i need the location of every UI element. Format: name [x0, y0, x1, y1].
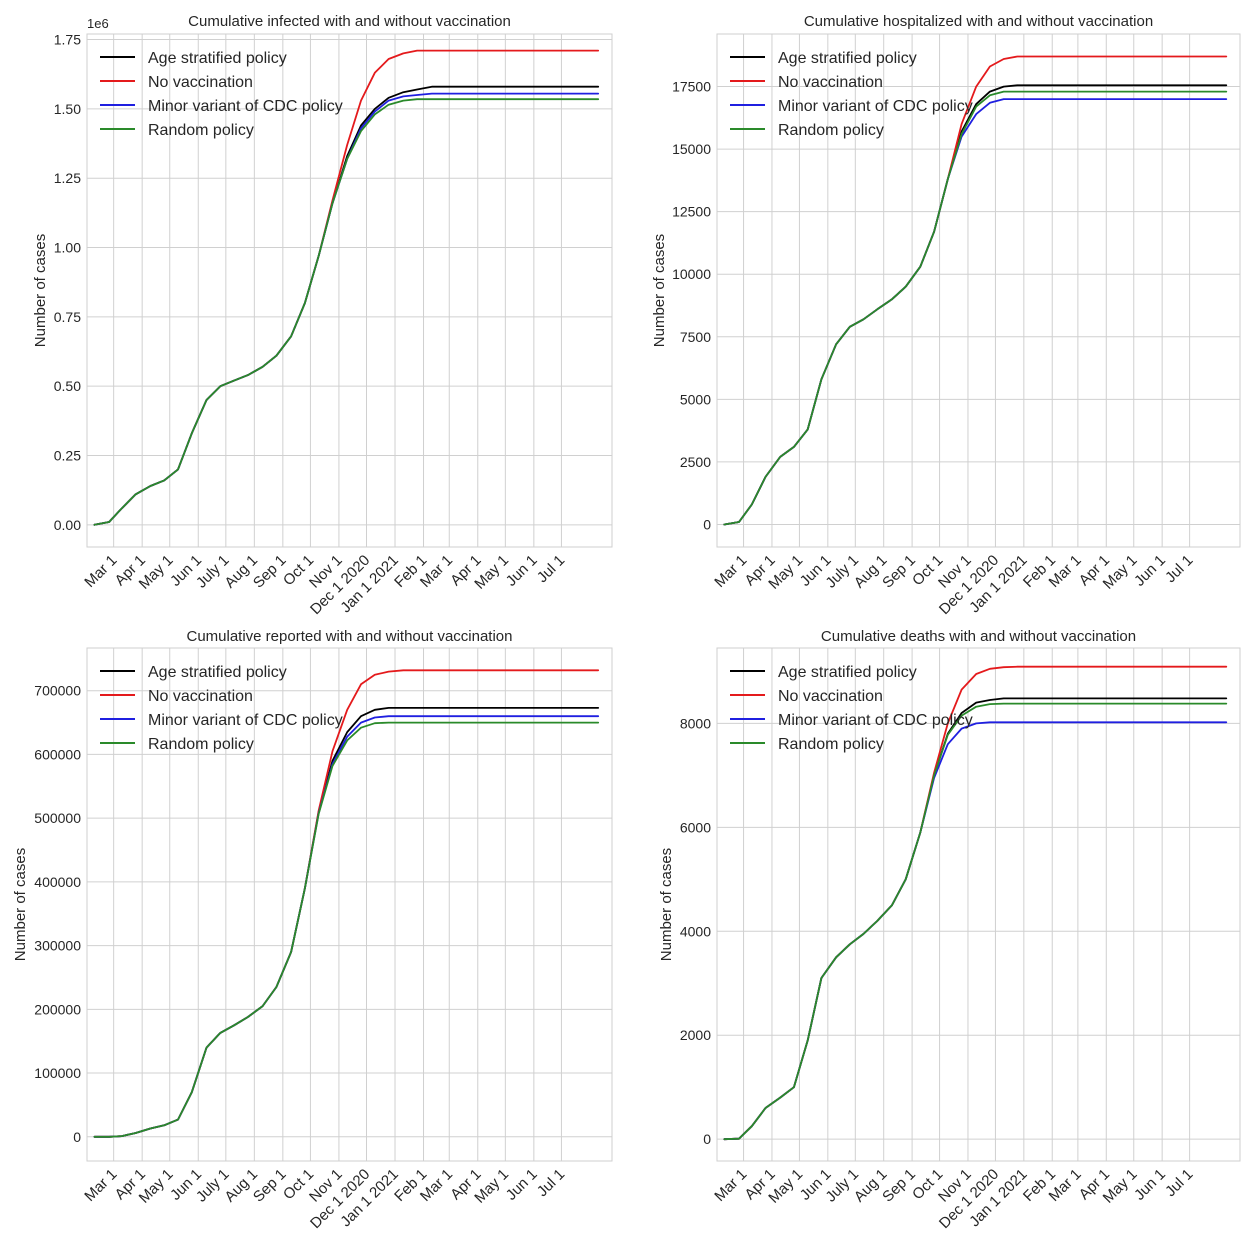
legend-label: Minor variant of CDC policy: [778, 712, 973, 729]
y-tick-label: 400000: [34, 874, 81, 890]
series-line-random-policy: [93, 98, 600, 526]
legend-label: Age stratified policy: [148, 50, 287, 67]
plot-frame: [86, 647, 613, 1162]
plot-frame: [716, 33, 1241, 548]
y-tick-label: 0: [703, 516, 711, 532]
y-tick-label: 100000: [34, 1065, 81, 1081]
y-tick-label: 1.25: [54, 170, 81, 186]
x-tick-label: Jun 1: [1131, 1166, 1169, 1204]
legend-label: Random policy: [148, 122, 254, 139]
y-tick-label: 15000: [672, 141, 711, 157]
series-line-random-policy: [723, 90, 1228, 526]
y-tick-label: 7500: [680, 329, 711, 345]
y-tick-label: 2500: [680, 454, 711, 470]
y-tick-label: 700000: [34, 683, 81, 699]
x-tick-label: Sep 1: [879, 1166, 919, 1206]
x-tick-label: Jul 1: [534, 552, 568, 586]
chart-title: Cumulative infected with and without vac…: [188, 13, 511, 30]
legend-label: Minor variant of CDC policy: [148, 98, 343, 115]
plot-area: [717, 648, 1240, 1161]
legend-label: Random policy: [148, 736, 254, 753]
legend-label: Random policy: [778, 736, 884, 753]
plot-frame: [86, 33, 613, 548]
y-tick-label: 6000: [680, 819, 711, 835]
chart-title: Cumulative reported with and without vac…: [186, 628, 512, 645]
plot-frame: [716, 647, 1241, 1162]
y-tick-label: 1.00: [54, 240, 81, 256]
y-tick-label: 1.75: [54, 32, 81, 48]
x-tick-label: Jun 1: [1131, 552, 1169, 590]
legend-label: No vaccination: [778, 74, 883, 91]
y-tick-label: 0.00: [54, 517, 81, 533]
y-tick-label: 0: [73, 1129, 81, 1145]
legend-label: No vaccination: [148, 74, 253, 91]
y-tick-label: 600000: [34, 746, 81, 762]
y-tick-label: 0: [703, 1131, 711, 1147]
y-axis-label: Number of cases: [651, 234, 668, 347]
series-line-random-policy: [93, 721, 600, 1138]
y-tick-label: 300000: [34, 938, 81, 954]
y-tick-label: 2000: [680, 1027, 711, 1043]
y-tick-label: 17500: [672, 79, 711, 95]
x-tick-label: Jun 1: [503, 552, 541, 590]
x-tick-label: Mar 1: [81, 1166, 120, 1205]
x-tick-label: Mar 1: [81, 552, 120, 591]
y-tick-label: 12500: [672, 204, 711, 220]
y-tick-label: 4000: [680, 923, 711, 939]
y-tick-label: 200000: [34, 1001, 81, 1017]
x-tick-label: Mar 1: [711, 1166, 750, 1205]
y-tick-label: 500000: [34, 810, 81, 826]
x-tick-label: Jun 1: [503, 1166, 541, 1204]
legend-label: Age stratified policy: [148, 664, 287, 681]
legend-label: Age stratified policy: [778, 50, 917, 67]
y-tick-label: 10000: [672, 266, 711, 282]
x-tick-label: Jul 1: [1162, 1166, 1196, 1200]
y-axis-label: Number of cases: [32, 234, 49, 347]
legend-label: Minor variant of CDC policy: [148, 712, 343, 729]
x-tick-label: Sep 1: [250, 552, 290, 592]
x-tick-label: Sep 1: [250, 1166, 290, 1206]
chart-title: Cumulative deaths with and without vacci…: [821, 628, 1136, 645]
x-tick-label: Mar 1: [711, 552, 750, 591]
legend-label: Age stratified policy: [778, 664, 917, 681]
y-tick-label: 0.75: [54, 309, 81, 325]
x-tick-label: Jul 1: [1162, 552, 1196, 586]
chart-title: Cumulative hospitalized with and without…: [804, 13, 1153, 30]
y-tick-label: 1.50: [54, 101, 81, 117]
y-axis-label: Number of cases: [658, 848, 675, 961]
y-tick-label: 0.25: [54, 447, 81, 463]
x-tick-label: Sep 1: [879, 552, 919, 592]
x-tick-label: Jul 1: [534, 1166, 568, 1200]
y-tick-label: 5000: [680, 391, 711, 407]
series-line-random-policy: [723, 702, 1228, 1141]
legend-label: No vaccination: [778, 688, 883, 705]
plot-area: [87, 34, 612, 547]
y-tick-label: 8000: [680, 715, 711, 731]
legend-label: Minor variant of CDC policy: [778, 98, 973, 115]
axis-offset-label: 1e6: [87, 16, 109, 31]
legend-label: No vaccination: [148, 688, 253, 705]
y-axis-label: Number of cases: [12, 848, 29, 961]
y-tick-label: 0.50: [54, 378, 81, 394]
legend-label: Random policy: [778, 122, 884, 139]
